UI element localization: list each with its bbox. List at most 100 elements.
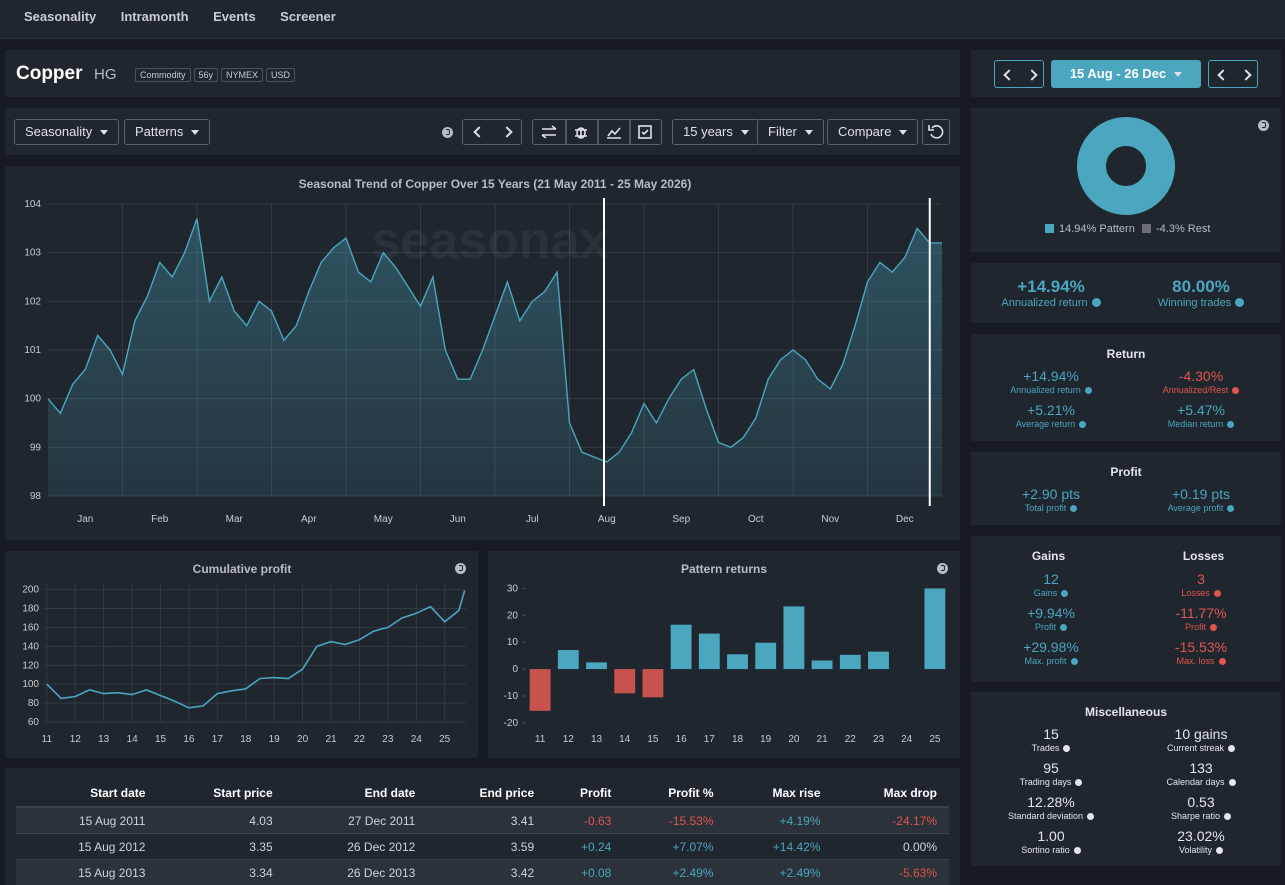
tag: NYMEX	[221, 67, 264, 82]
prev-next-group[interactable]	[1208, 60, 1258, 88]
stat-item: +9.94% Profit	[976, 605, 1126, 632]
help-icon[interactable]	[937, 563, 948, 574]
help-icon[interactable]	[1258, 120, 1269, 131]
seasonal-chart: Seasonal Trend of Copper Over 15 Years (…	[24, 177, 942, 525]
prev-next-group[interactable]	[462, 119, 522, 145]
dropdown[interactable]: Seasonality	[14, 119, 120, 145]
bar	[614, 669, 636, 694]
date-range-button[interactable]: 15 Aug - 26 Dec	[1051, 60, 1201, 88]
stat-item: +14.94% Annualized return	[976, 368, 1126, 395]
stat-label-row: Trading days	[976, 777, 1126, 787]
trades-table: Start date Start price End date End price Pr…	[16, 780, 949, 885]
nav-item[interactable]: Intramonth	[120, 9, 189, 24]
y-tick-label: 99	[30, 442, 42, 453]
x-tick-label: 21	[817, 734, 829, 745]
help-icon	[1061, 590, 1069, 597]
stat-value: +5.21%	[1027, 402, 1075, 418]
y-tick-label: 104	[24, 199, 41, 210]
dropdown[interactable]: Compare	[827, 119, 919, 145]
x-tick-label: 22	[845, 734, 857, 745]
stat-label: Average profit	[1167, 503, 1224, 513]
help-icon	[1228, 745, 1236, 752]
dropdown[interactable]: Filter	[757, 119, 824, 145]
nav-item[interactable]: Screener	[280, 9, 336, 24]
pie-slice	[1077, 117, 1175, 215]
table-cell: +14.42%	[725, 833, 833, 860]
line	[46, 590, 466, 709]
x-tick-label: Jan	[77, 514, 93, 525]
help-icon	[1210, 624, 1217, 631]
tag: USD	[266, 67, 296, 82]
y-tick-label: 80	[28, 698, 40, 709]
nav-item[interactable]: Seasonality	[24, 9, 97, 24]
nav-item[interactable]: Events	[213, 9, 256, 24]
panel-title: Losses	[1182, 549, 1225, 563]
stat-item: 12 Gains	[976, 571, 1126, 598]
x-tick-label: 12	[563, 734, 575, 745]
main-chart-panel: Seasonal Trend of Copper Over 15 Years (…	[5, 166, 960, 540]
x-tick-label: Feb	[151, 514, 169, 525]
legend-swatch	[1045, 224, 1054, 233]
x-tick-label: 18	[732, 734, 744, 745]
stat-panel: Miscellaneous 15 Trades 10 gains Current str…	[971, 692, 1281, 866]
table-cell: +2.49%	[725, 859, 833, 885]
legend-swatch	[1142, 224, 1151, 233]
table-row: 15 Aug 2012 3.35 26 Dec 2012 3.59 +0.24 +7.07…	[16, 833, 949, 860]
table-cell: 26 Dec 2012	[284, 833, 428, 860]
help-icon	[1232, 387, 1240, 394]
summary-value: +14.94%	[1017, 277, 1085, 296]
help-icon[interactable]	[442, 127, 453, 138]
y-tick-label: 10	[507, 637, 519, 648]
stat-label: Calendar days	[1166, 777, 1225, 787]
panel-title: Gains	[1031, 549, 1066, 563]
tool-group[interactable]	[532, 119, 662, 145]
bar	[670, 624, 692, 670]
table-row: 15 Aug 2013 3.34 26 Dec 2013 3.42 +0.08 +2.49…	[16, 859, 949, 885]
summary-value: 80.00%	[1172, 277, 1230, 296]
bar	[557, 650, 579, 670]
x-tick-label: 16	[183, 734, 195, 745]
column-header: Profit %	[623, 780, 726, 808]
prev-next-group[interactable]	[994, 60, 1044, 88]
dropdown[interactable]: 15 years	[672, 119, 760, 145]
x-tick-label: Apr	[301, 514, 317, 525]
stat-item: 1.00 Sortino ratio	[976, 828, 1126, 855]
icon	[1026, 69, 1038, 81]
table-cell: 3.34	[157, 859, 285, 885]
panel-title: Miscellaneous	[1084, 705, 1168, 719]
x-tick-label: 20	[788, 734, 800, 745]
reset-button[interactable]	[922, 119, 950, 145]
y-tick-label: 20	[507, 610, 519, 621]
tag-list: Commodity 56y NYMEX USD	[135, 66, 298, 84]
bar	[529, 669, 551, 711]
summary-label-row: Annualized return	[976, 297, 1126, 309]
stat-label-row: Max. loss	[1126, 656, 1276, 666]
icon	[501, 126, 513, 138]
legend-label: 14.94% Pattern	[1059, 223, 1135, 235]
help-icon	[1235, 298, 1245, 307]
bar	[811, 660, 833, 670]
icon	[1003, 69, 1015, 81]
summary-label-row: Winning trades	[1126, 297, 1276, 309]
help-icon[interactable]	[455, 563, 466, 574]
panel-title: Return	[1106, 347, 1146, 361]
tool-icons	[541, 120, 652, 144]
stat-item: 95 Trading days	[976, 760, 1126, 787]
stat-item: 23.02% Volatility	[1126, 828, 1276, 855]
x-tick-label: 14	[127, 734, 139, 745]
stat-value: -4.30%	[1178, 368, 1224, 384]
icon	[1217, 69, 1229, 81]
bar	[839, 654, 861, 670]
y-tick-label: -20	[504, 718, 519, 729]
stat-label: Annualized/Rest	[1162, 385, 1229, 395]
x-tick-label: 20	[297, 734, 309, 745]
x-tick-label: Sep	[672, 514, 690, 525]
panel-title: Profit	[1110, 465, 1142, 479]
area	[48, 218, 942, 496]
y-tick-label: 140	[22, 641, 39, 652]
stat-label: Trades	[1031, 743, 1060, 753]
summary-label: Annualized return	[1001, 297, 1088, 309]
dropdown[interactable]: Patterns	[124, 119, 211, 145]
x-tick-label: 19	[269, 734, 281, 745]
help-icon	[1070, 505, 1078, 512]
